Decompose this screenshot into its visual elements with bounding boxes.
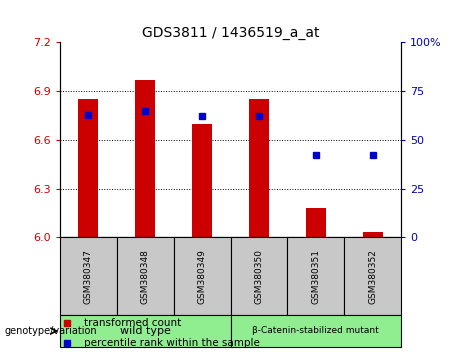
Title: GDS3811 / 1436519_a_at: GDS3811 / 1436519_a_at [142, 26, 319, 40]
Bar [306, 208, 326, 237]
Bar [230, 237, 287, 315]
Text: GSM380349: GSM380349 [198, 249, 207, 304]
Bar [60, 315, 230, 347]
Text: transformed count: transformed count [84, 318, 181, 329]
Bar [230, 315, 401, 347]
Text: GSM380352: GSM380352 [368, 249, 377, 304]
Bar [344, 237, 401, 315]
Bar [287, 237, 344, 315]
Bar [174, 237, 230, 315]
Text: GSM380347: GSM380347 [84, 249, 93, 304]
Text: GSM380348: GSM380348 [141, 249, 150, 304]
Bar [363, 232, 383, 237]
Text: GSM380350: GSM380350 [254, 249, 263, 304]
Bar [135, 80, 155, 237]
Bar [60, 237, 117, 315]
Text: genotype/variation: genotype/variation [5, 326, 97, 336]
Text: GSM380351: GSM380351 [311, 249, 320, 304]
Bar [192, 124, 212, 237]
Bar [249, 99, 269, 237]
Text: percentile rank within the sample: percentile rank within the sample [84, 338, 260, 348]
Bar [78, 99, 98, 237]
Text: β-Catenin-stabilized mutant: β-Catenin-stabilized mutant [253, 326, 379, 336]
Bar [117, 237, 174, 315]
Text: wild type: wild type [120, 326, 171, 336]
